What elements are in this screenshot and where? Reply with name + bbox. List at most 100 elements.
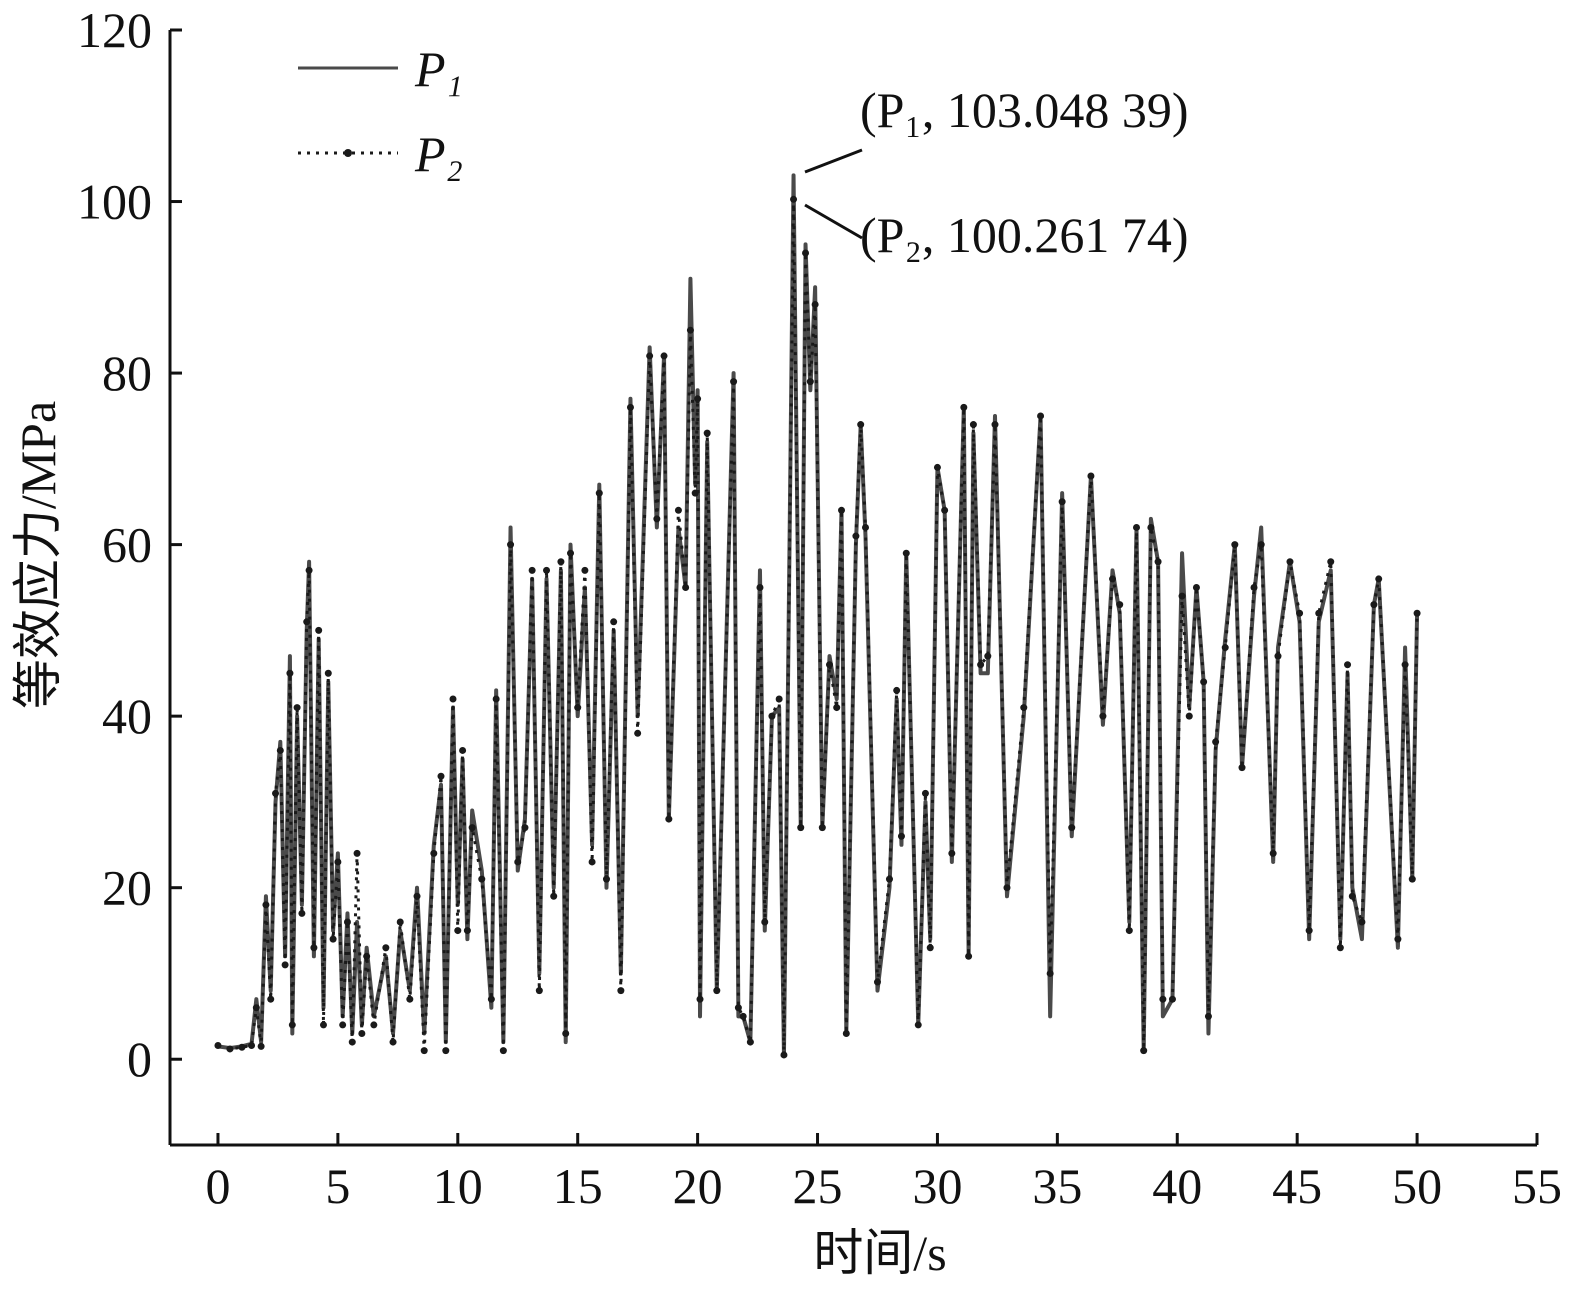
data-point — [1159, 995, 1167, 1003]
data-point — [437, 772, 445, 780]
data-point — [1020, 704, 1028, 712]
data-point — [1336, 944, 1344, 952]
data-point — [1003, 884, 1011, 892]
y-tick-label: 20 — [102, 860, 152, 916]
data-point — [226, 1045, 234, 1053]
data-point — [396, 918, 404, 926]
data-point — [842, 1030, 850, 1037]
data-point — [893, 686, 901, 694]
data-point — [276, 746, 284, 754]
data-point — [257, 1042, 265, 1050]
data-point — [353, 849, 361, 857]
annotation-leader — [804, 203, 863, 240]
data-point — [696, 995, 704, 1003]
data-point — [802, 249, 810, 257]
data-point — [838, 506, 846, 514]
data-point — [1109, 575, 1117, 583]
data-point — [1315, 609, 1323, 617]
data-point — [1099, 712, 1107, 720]
data-point — [293, 704, 301, 712]
data-point — [1204, 1012, 1212, 1020]
data-point — [543, 566, 551, 574]
x-tick-label: 0 — [205, 1158, 230, 1214]
data-point — [507, 541, 515, 549]
data-point — [1286, 558, 1294, 566]
data-point — [499, 1047, 507, 1055]
data-point — [965, 952, 973, 960]
data-point — [1125, 927, 1133, 935]
data-point — [969, 421, 977, 429]
data-point — [528, 566, 536, 574]
data-point — [248, 1042, 256, 1050]
data-point — [454, 927, 462, 935]
data-point — [272, 789, 280, 797]
y-tick-label: 100 — [77, 174, 152, 230]
legend-label: P₂ — [414, 126, 463, 182]
data-point — [897, 832, 905, 840]
data-point — [449, 695, 457, 703]
x-tick-label: 50 — [1392, 1158, 1442, 1214]
data-point — [873, 978, 881, 986]
data-point — [305, 566, 313, 574]
data-point — [861, 523, 869, 531]
data-point — [348, 1038, 356, 1046]
data-point — [214, 1042, 222, 1050]
data-point — [634, 729, 642, 737]
data-point — [1058, 498, 1066, 506]
x-tick-label: 30 — [912, 1158, 962, 1214]
data-point — [768, 712, 776, 720]
x-tick-label: 15 — [553, 1158, 603, 1214]
data-point — [984, 652, 992, 660]
x-tick-label: 40 — [1152, 1158, 1202, 1214]
data-point — [1370, 601, 1378, 609]
data-point — [977, 661, 985, 669]
data-point — [252, 1004, 260, 1012]
data-point — [775, 695, 783, 703]
data-point — [581, 566, 589, 574]
data-point — [1200, 678, 1208, 686]
data-point — [991, 421, 999, 429]
y-axis-label: 等效应力/MPa — [10, 401, 66, 709]
data-point — [665, 815, 673, 823]
data-point — [960, 403, 968, 411]
data-point — [1168, 995, 1176, 1003]
annotation-leader — [804, 148, 863, 174]
data-point — [941, 506, 949, 514]
data-point — [806, 378, 814, 386]
data-point — [1413, 609, 1421, 617]
y-tick-label: 80 — [102, 345, 152, 401]
data-point — [1348, 892, 1356, 900]
data-point — [682, 584, 690, 591]
data-point — [1375, 575, 1383, 583]
data-point — [1250, 584, 1258, 591]
data-point — [646, 352, 654, 360]
data-point — [1408, 875, 1416, 883]
data-point — [413, 892, 421, 900]
x-tick-label: 35 — [1032, 1158, 1082, 1214]
data-point — [833, 704, 841, 712]
data-point — [852, 532, 860, 540]
data-point — [267, 995, 275, 1003]
data-point — [574, 704, 582, 712]
data-point — [1037, 412, 1045, 420]
data-point — [1046, 969, 1054, 977]
annotation: (P₁, 103.048 39) — [860, 82, 1189, 138]
data-point — [315, 626, 323, 634]
data-point — [902, 549, 910, 557]
data-point — [1178, 592, 1186, 600]
data-point — [370, 1021, 378, 1029]
data-point — [514, 858, 522, 866]
data-point — [948, 849, 956, 857]
data-point — [339, 1021, 347, 1029]
data-point — [382, 944, 390, 952]
data-point — [761, 918, 769, 926]
x-tick-label: 55 — [1512, 1158, 1562, 1214]
data-point — [790, 195, 798, 203]
data-point — [1305, 927, 1313, 935]
x-tick-label: 20 — [673, 1158, 723, 1214]
data-point — [557, 558, 565, 566]
data-point — [1185, 712, 1193, 720]
data-point — [686, 326, 694, 334]
data-point — [1212, 738, 1220, 746]
data-point — [288, 1021, 296, 1029]
